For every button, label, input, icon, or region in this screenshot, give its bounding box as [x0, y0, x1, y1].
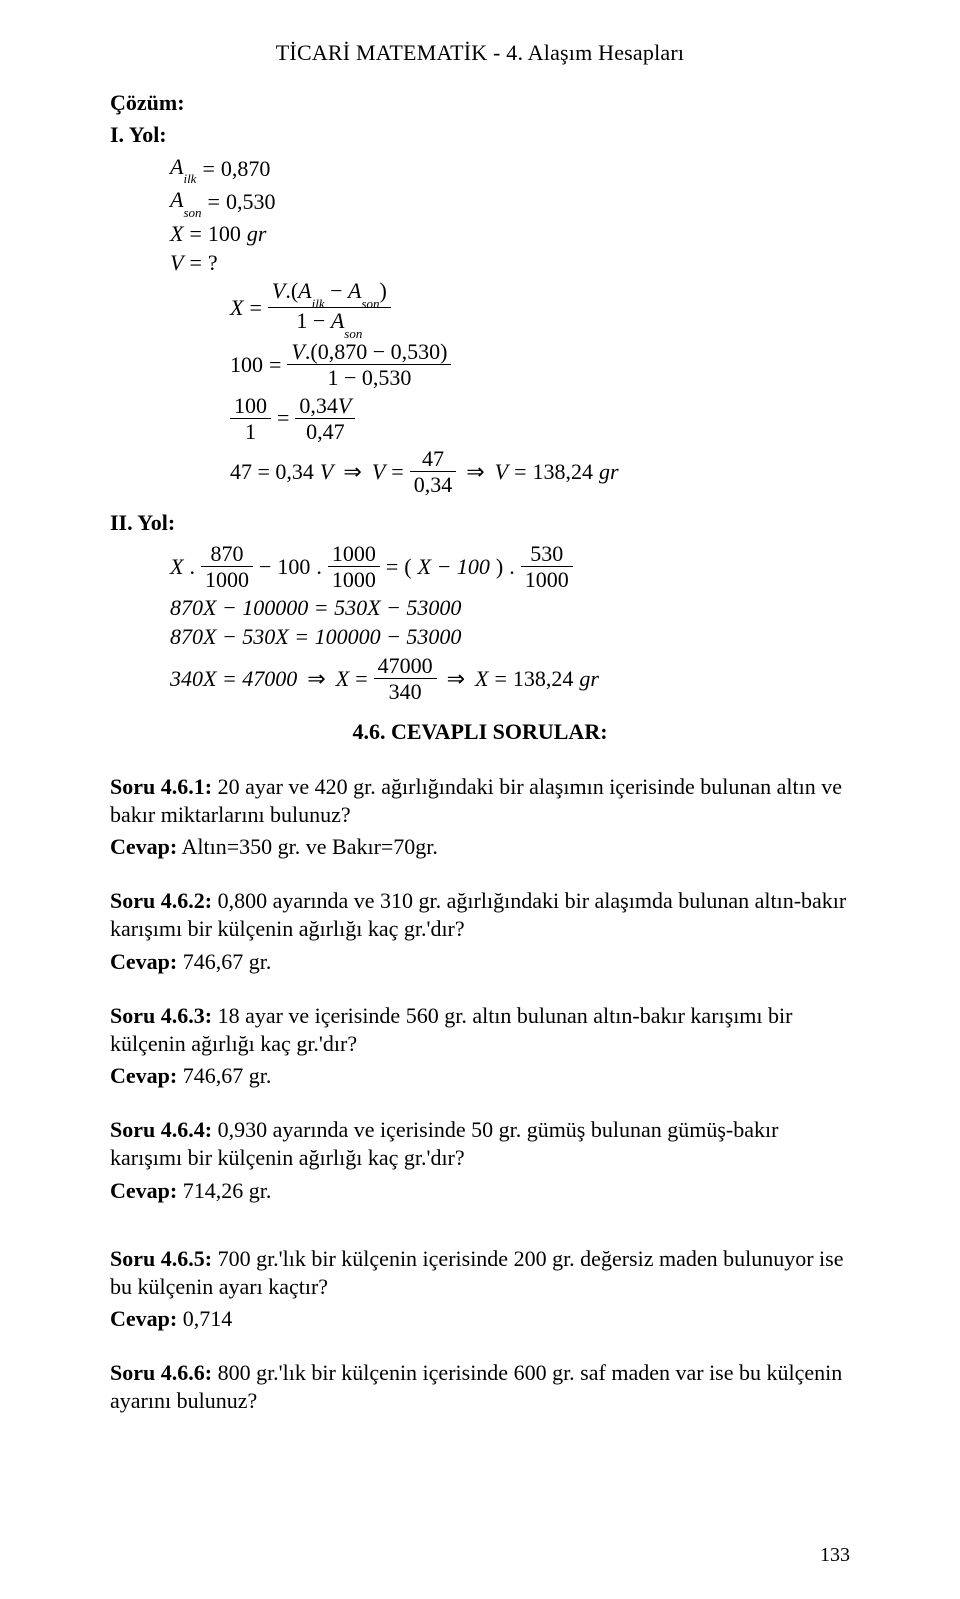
math2-l4: 340X = 47000 ⇒ X = 47000340 ⇒ X = 138,24…: [170, 654, 850, 703]
yol1-label: I. Yol:: [110, 122, 850, 148]
page: TİCARİ MATEMATİK - 4. Alaşım Hesapları Ç…: [0, 0, 960, 1599]
soru-text: 700 gr.'lık bir külçenin içerisinde 200 …: [110, 1246, 844, 1299]
soru-label: Soru 4.6.6:: [110, 1360, 212, 1385]
qa-item: Soru 4.6.3: 18 ayar ve içerisinde 560 gr…: [110, 1002, 850, 1090]
qa-list: Soru 4.6.1: 20 ayar ve 420 gr. ağırlığın…: [110, 773, 850, 1416]
soru-text: 20 ayar ve 420 gr. ağırlığındaki bir ala…: [110, 774, 842, 827]
math1-l4: V = ?: [170, 250, 850, 275]
cevap-label: Cevap:: [110, 834, 177, 859]
math2-l1: X. 8701000 − 100. 10001000 = (X − 100). …: [170, 542, 850, 591]
math1-l3: X = 100gr: [170, 221, 850, 246]
cevapli-sorular-title: 4.6. CEVAPLI SORULAR:: [110, 719, 850, 745]
math1-l5: X = V.(Ailk − Ason) 1 − Ason: [230, 279, 850, 336]
qa-item: Soru 4.6.5: 700 gr.'lık bir külçenin içe…: [110, 1245, 850, 1333]
soru-label: Soru 4.6.4:: [110, 1117, 212, 1142]
math1-l6: 100 = V.(0,870 − 0,530) 1 − 0,530: [230, 340, 850, 389]
cevap-text: 746,67 gr.: [177, 949, 271, 974]
math2-l3: 870X − 530X = 100000 − 53000: [170, 624, 850, 649]
cevap-text: 746,67 gr.: [177, 1063, 271, 1088]
yol2-label: II. Yol:: [110, 510, 850, 536]
qa-item: Soru 4.6.2: 0,800 ayarında ve 310 gr. ağ…: [110, 887, 850, 975]
soru-label: Soru 4.6.5:: [110, 1246, 212, 1271]
page-header: TİCARİ MATEMATİK - 4. Alaşım Hesapları: [110, 40, 850, 66]
math2-l2: 870X − 100000 = 530X − 53000: [170, 595, 850, 620]
page-number: 133: [820, 1544, 850, 1567]
math1-l7: 100 1 = 0,34V 0,47: [230, 394, 850, 443]
soru-text: 0,800 ayarında ve 310 gr. ağırlığındaki …: [110, 888, 846, 941]
cevap-label: Cevap:: [110, 1178, 177, 1203]
math1-l1: Ailk = 0,870: [170, 154, 850, 183]
qa-item: Soru 4.6.4: 0,930 ayarında ve içerisinde…: [110, 1116, 850, 1204]
cevap-label: Cevap:: [110, 1063, 177, 1088]
cevap-text: 714,26 gr.: [177, 1178, 271, 1203]
soru-label: Soru 4.6.2:: [110, 888, 212, 913]
cevap-label: Cevap:: [110, 949, 177, 974]
soru-text: 18 ayar ve içerisinde 560 gr. altın bulu…: [110, 1003, 792, 1056]
cozum-label: Çözüm:: [110, 90, 850, 116]
soru-text: 800 gr.'lık bir külçenin içerisinde 600 …: [110, 1360, 842, 1413]
math-block-2: X. 8701000 − 100. 10001000 = (X − 100). …: [170, 542, 850, 703]
cevap-text: Altın=350 gr. ve Bakır=70gr.: [177, 834, 438, 859]
cevap-label: Cevap:: [110, 1306, 177, 1331]
math-block-1: Ailk = 0,870 Ason = 0,530 X = 100gr V = …: [170, 154, 850, 496]
qa-item: Soru 4.6.1: 20 ayar ve 420 gr. ağırlığın…: [110, 773, 850, 861]
soru-label: Soru 4.6.1:: [110, 774, 212, 799]
math1-l8: 47 = 0,34V ⇒ V = 47 0,34 ⇒ V = 138,24gr: [230, 447, 850, 496]
math1-l2: Ason = 0,530: [170, 187, 850, 216]
cevap-text: 0,714: [177, 1306, 232, 1331]
soru-label: Soru 4.6.3:: [110, 1003, 212, 1028]
qa-item: Soru 4.6.6: 800 gr.'lık bir külçenin içe…: [110, 1359, 850, 1415]
